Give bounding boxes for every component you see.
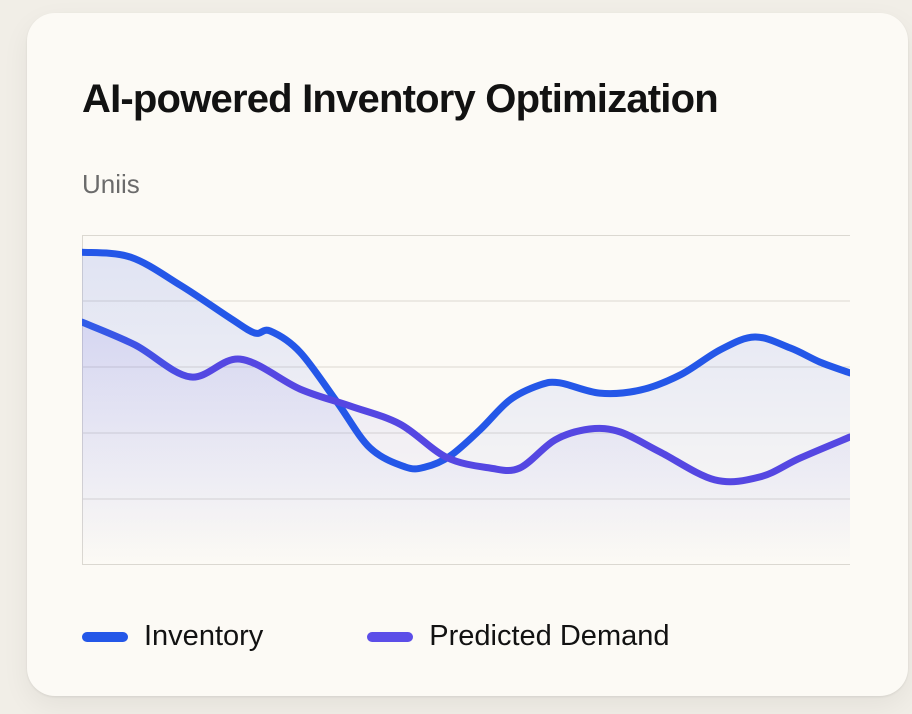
predicted-demand-line-swatch — [367, 631, 414, 642]
line-chart-canvas — [82, 235, 850, 565]
legend-label-predicted-demand: Predicted Demand — [429, 620, 670, 652]
line-chart — [82, 235, 850, 565]
units-caption: Uniis — [82, 169, 140, 199]
legend-label-inventory: Inventory — [144, 620, 264, 652]
legend-item-inventory: Inventory — [82, 620, 263, 653]
legend-item-predicted-demand: Predicted Demand — [367, 620, 669, 653]
inventory-optimization-card: AI-powered Inventory Optimization Uniis … — [27, 13, 908, 696]
card-title: AI-powered Inventory Optimization — [82, 77, 719, 121]
inventory-line-swatch — [82, 631, 128, 642]
chart-legend: Inventory Predicted Demand — [82, 620, 669, 653]
